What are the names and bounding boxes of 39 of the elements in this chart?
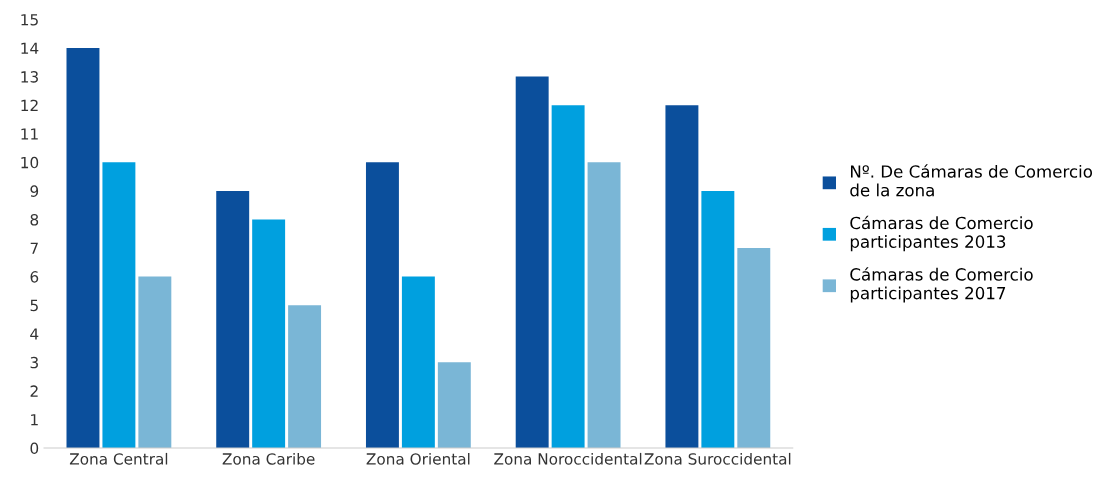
bar bbox=[138, 276, 172, 449]
bar bbox=[102, 162, 136, 449]
y-tick-label: 0 bbox=[30, 442, 39, 455]
bar bbox=[701, 190, 735, 449]
y-tick-label: 9 bbox=[30, 185, 39, 197]
y-tick-label: 11 bbox=[21, 128, 38, 140]
y-tick-label: 1 bbox=[31, 414, 38, 426]
bar bbox=[66, 48, 100, 449]
y-tick-label: 3 bbox=[30, 356, 38, 369]
bar bbox=[551, 105, 585, 449]
y-tick-label: 15 bbox=[21, 14, 38, 26]
y-tick-label: 12 bbox=[21, 99, 38, 111]
x-tick-label: Zona Caribe bbox=[222, 452, 315, 465]
bar bbox=[252, 219, 286, 449]
legend-label: Cámaras de Comercio participantes 2013 bbox=[850, 215, 1033, 252]
y-tick-label: 7 bbox=[30, 242, 38, 254]
y-tick-label: 8 bbox=[30, 213, 39, 226]
y-tick-label: 14 bbox=[21, 42, 39, 54]
bar bbox=[437, 362, 471, 449]
x-tick-label: Zona Noroccidental bbox=[494, 452, 642, 465]
bar bbox=[515, 76, 549, 449]
x-tick-label: Zona Oriental bbox=[366, 452, 470, 465]
y-tick-label: 5 bbox=[30, 299, 38, 312]
bar bbox=[288, 305, 322, 449]
bar bbox=[737, 248, 771, 449]
legend-label: Cámaras de Comercio participantes 2017 bbox=[850, 267, 1033, 303]
x-tick-label: Zona Suroccidental bbox=[644, 452, 791, 465]
bar bbox=[216, 190, 250, 449]
y-tick-label: 6 bbox=[30, 271, 39, 283]
bar bbox=[665, 105, 699, 449]
y-tick-label: 13 bbox=[21, 71, 38, 83]
y-tick-label: 10 bbox=[21, 156, 39, 169]
x-tick-label: Zona Central bbox=[69, 452, 168, 465]
bar bbox=[587, 162, 621, 449]
legend-label: Nº. De Cámaras de Comercio de la zona bbox=[850, 164, 1093, 197]
y-tick-label: 2 bbox=[30, 385, 38, 397]
bar bbox=[365, 162, 399, 449]
y-tick-label: 4 bbox=[30, 328, 39, 340]
bar bbox=[401, 276, 435, 449]
